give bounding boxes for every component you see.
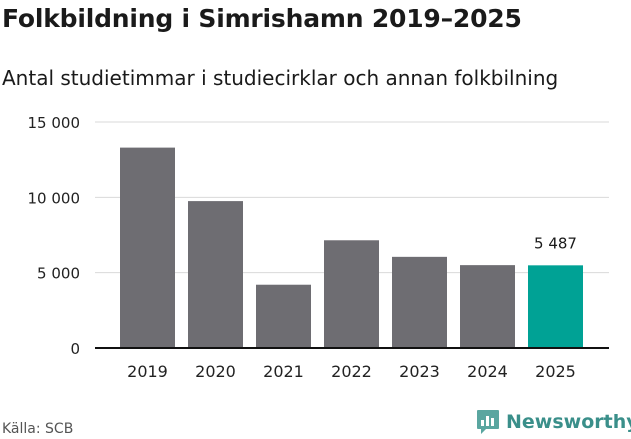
y-tick-label: 0	[70, 340, 80, 358]
bar-2023	[392, 256, 447, 348]
data-label: 5 487	[534, 234, 577, 252]
bar-2020	[188, 201, 243, 348]
bar-2022	[324, 240, 379, 348]
brand-name: Newsworthy	[506, 411, 631, 433]
y-tick-label: 15 000	[28, 114, 81, 132]
newsworthy-logo-icon	[477, 410, 499, 434]
x-tick-label: 2023	[399, 362, 440, 381]
x-tick-label: 2019	[127, 362, 168, 381]
x-tick-label: 2025	[535, 362, 576, 381]
chart-title: Folkbildning i Simrishamn 2019–2025	[2, 4, 522, 33]
bar-2021	[256, 284, 311, 348]
y-tick-label: 5 000	[37, 265, 80, 283]
bar-2025	[528, 265, 583, 348]
x-tick-label: 2022	[331, 362, 372, 381]
y-tick-label: 10 000	[28, 189, 81, 207]
bar-2019	[120, 147, 175, 348]
x-tick-label: 2024	[467, 362, 508, 381]
x-tick-label: 2020	[195, 362, 236, 381]
source-note: Källa: SCB	[2, 421, 74, 437]
bar-2024	[460, 265, 515, 348]
chart-subtitle: Antal studietimmar i studiecirklar och a…	[2, 66, 559, 90]
newsworthy-brand[interactable]: Newsworthy	[476, 409, 631, 435]
x-tick-label: 2021	[263, 362, 304, 381]
